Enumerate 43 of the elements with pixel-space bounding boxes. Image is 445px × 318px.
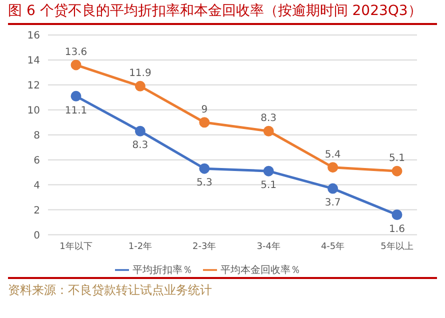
point (328, 183, 338, 194)
y-tick-label: 0 (34, 230, 40, 242)
point (199, 163, 210, 174)
y-tick-label: 8 (34, 130, 40, 142)
point (134, 126, 146, 136)
point (70, 60, 82, 70)
data-label: 5.1 (389, 153, 405, 164)
data-label: 13.6 (64, 46, 88, 58)
data-label: 5.4 (324, 149, 341, 160)
point (263, 166, 274, 176)
y-tick-label: 16 (27, 30, 40, 42)
data-label: 1.6 (389, 224, 405, 235)
text: 资料来源：不良贷款转让试点业务统计 (8, 282, 213, 299)
data-label: 8.3 (260, 113, 277, 124)
x-tick-label: 5年以上 (380, 241, 414, 252)
x-tick-label: 1年以下 (60, 241, 92, 252)
y-tick-label: 14 (27, 56, 40, 67)
data-label: 5.3 (196, 178, 212, 189)
data-label: 9 (201, 104, 208, 116)
y-tick-label: 12 (27, 80, 40, 92)
point (392, 166, 402, 176)
y-tick-label: 2 (34, 205, 40, 216)
x-tick-label: 2-3年 (192, 241, 216, 252)
y-tick-label: 6 (34, 155, 40, 166)
legend-label: 平均本金回收率％ (220, 264, 300, 276)
data-label: 11.9 (129, 68, 152, 80)
point (134, 80, 146, 92)
data-label: 5.1 (260, 180, 277, 192)
chart-title: 图 6 个贷不良的平均折扣率和本金回收率（按逾期时间 2023Q3） (8, 2, 437, 25)
x-tick-label: 4-5年 (320, 241, 345, 252)
point (199, 117, 210, 128)
x-tick-label: 1-2年 (128, 241, 152, 252)
data-label: 3.7 (324, 198, 341, 209)
point (392, 210, 402, 220)
x-tick-label: 3-4年 (256, 241, 280, 252)
legend-label: 平均折扣率％ (132, 264, 192, 276)
point (70, 90, 82, 102)
y-tick-label: 4 (34, 180, 40, 192)
point (263, 126, 274, 136)
data-label: 11.1 (64, 105, 88, 116)
y-tick-label: 10 (27, 105, 40, 116)
data-label: 8.3 (132, 140, 148, 152)
point (328, 162, 338, 173)
